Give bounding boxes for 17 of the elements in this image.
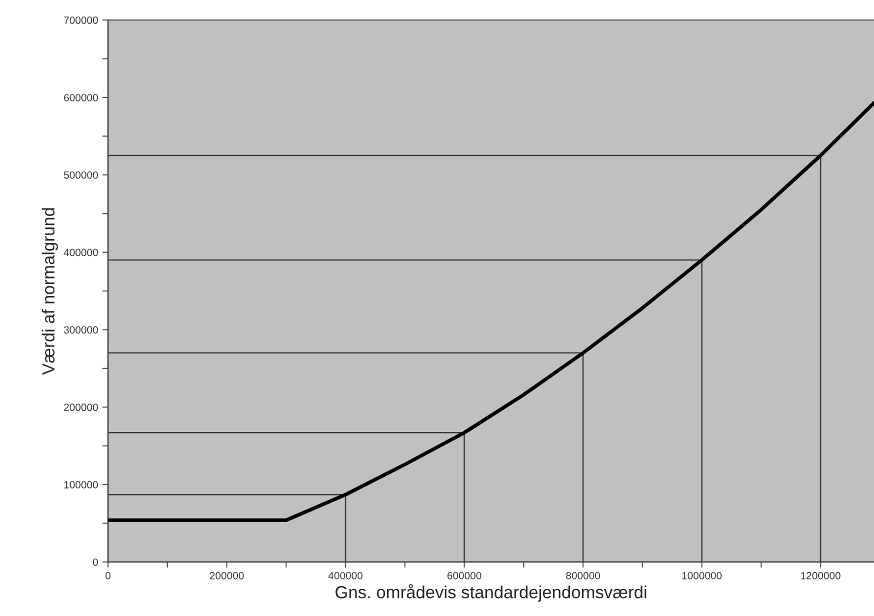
x-tick-label: 1000000	[682, 572, 722, 580]
y-tick-label: 0	[92, 558, 98, 566]
x-tick-label: 800000	[566, 572, 600, 580]
y-tick-label: 500000	[64, 171, 98, 179]
y-tick-label: 400000	[64, 248, 98, 256]
y-axis-title: Værdi af normalgrund	[42, 208, 58, 375]
x-tick-label: 0	[106, 572, 111, 580]
y-tick-label: 700000	[64, 16, 98, 24]
y-tick-label: 200000	[64, 404, 98, 412]
x-tick-label: 200000	[210, 572, 244, 580]
x-tick-label: 1200000	[801, 572, 840, 580]
x-tick-label: 400000	[328, 572, 363, 580]
x-axis-title: Gns. områdevis standardejendomsværdi	[336, 584, 646, 602]
y-tick-label: 300000	[64, 326, 98, 334]
y-tick-label: 100000	[64, 481, 98, 488]
x-tick-label: 600000	[447, 572, 482, 580]
y-tick-label: 600000	[64, 94, 98, 102]
